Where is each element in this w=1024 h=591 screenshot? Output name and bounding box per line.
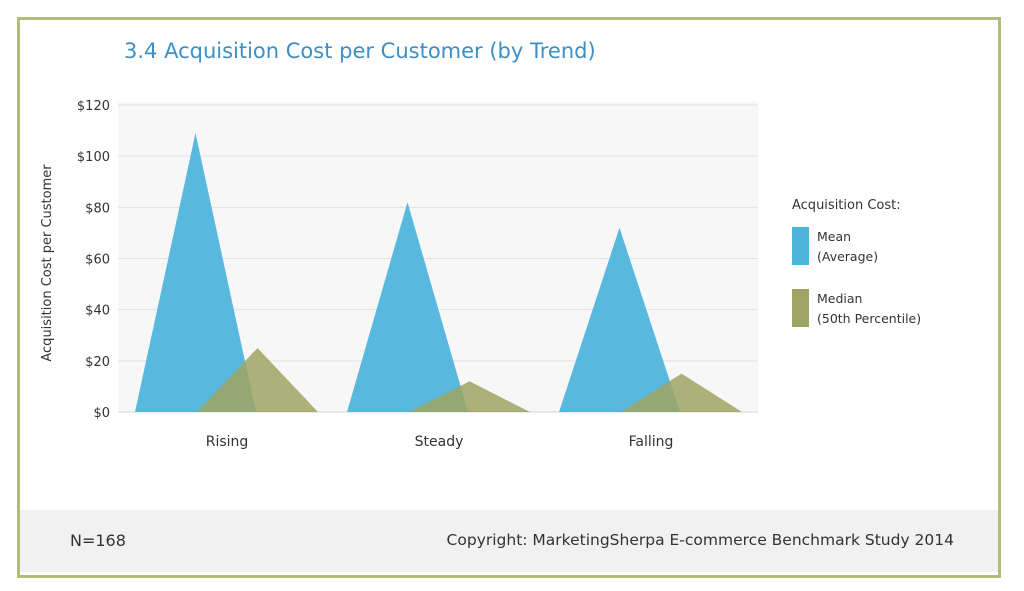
category-label: Steady xyxy=(415,434,464,450)
y-axis-label: Acquisition Cost per Customer xyxy=(40,164,55,362)
triangle-mean-falling xyxy=(559,227,680,412)
triangle-median-falling xyxy=(621,373,742,412)
legend-label-median: Median xyxy=(817,291,863,306)
triangle-median-rising xyxy=(197,348,318,412)
y-tick-label: $100 xyxy=(77,150,110,165)
y-tick-labels: $0 $20 $40 $60 $80 $100 $120 xyxy=(77,99,110,421)
triangle-median-steady xyxy=(409,381,530,412)
copyright-text: Copyright: MarketingSherpa E-commerce Be… xyxy=(446,531,954,549)
sample-size: N=168 xyxy=(70,531,126,550)
chart-plot: $0 $20 $40 $60 $80 $100 $120 Rising Steady Falli… xyxy=(40,99,758,450)
footer: N=168 Copyright: MarketingSherpa E-comme… xyxy=(20,510,998,572)
legend-item-median: Median (50th Percentile) xyxy=(792,289,992,329)
category-label: Falling xyxy=(629,434,674,450)
y-tick-label: $40 xyxy=(85,304,110,319)
legend-swatch-median xyxy=(792,289,809,327)
y-tick-label: $60 xyxy=(85,253,110,268)
legend-sublabel-mean: (Average) xyxy=(817,249,879,264)
legend-label-mean: Mean xyxy=(817,229,852,244)
legend-swatch-mean xyxy=(792,227,809,265)
y-tick-label: $0 xyxy=(93,406,110,421)
triangle-mean-steady xyxy=(347,202,468,412)
y-tick-label: $80 xyxy=(85,201,110,216)
category-label: Rising xyxy=(206,434,249,450)
y-tick-label: $120 xyxy=(77,99,110,114)
chart-title: 3.4 Acquisition Cost per Customer (by Tr… xyxy=(124,39,596,63)
chart-marks xyxy=(135,133,742,412)
category-labels: Rising Steady Falling xyxy=(206,434,674,450)
legend-title: Acquisition Cost: xyxy=(792,198,901,213)
legend-item-mean: Mean (Average) xyxy=(792,227,992,267)
y-tick-label: $20 xyxy=(85,355,110,370)
legend-sublabel-median: (50th Percentile) xyxy=(817,311,922,326)
legend: Acquisition Cost: Mean (Average) Median … xyxy=(792,198,992,351)
triangle-mean-rising xyxy=(135,133,256,412)
chart-frame: 3.4 Acquisition Cost per Customer (by Tr… xyxy=(17,17,1001,578)
